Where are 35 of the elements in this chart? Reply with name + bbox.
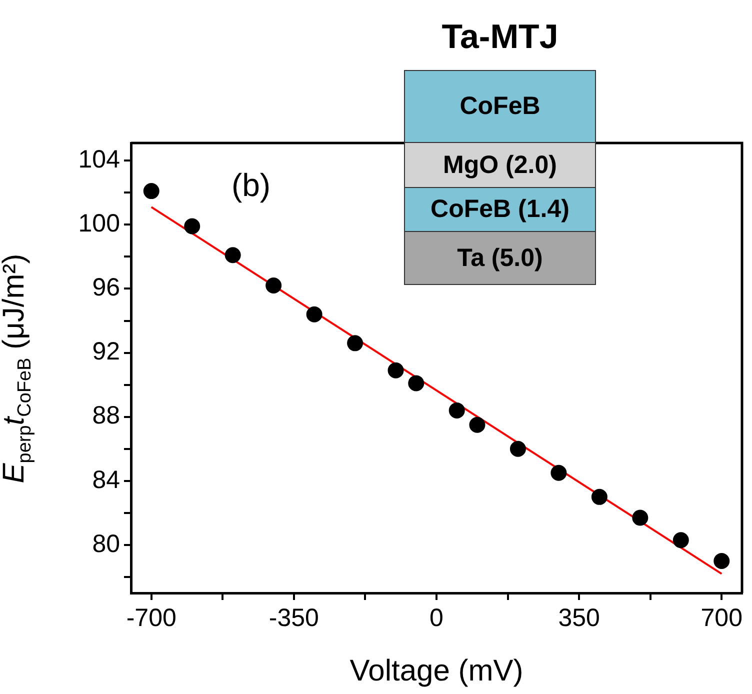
y-tick-label: 84 <box>92 466 120 494</box>
point <box>266 278 282 294</box>
y-tick-label: 100 <box>78 210 120 238</box>
y-tick-label: 104 <box>78 146 120 174</box>
point <box>408 375 424 392</box>
point <box>510 440 526 457</box>
point <box>306 306 322 322</box>
point <box>143 183 160 200</box>
annotation: (b) <box>231 166 271 203</box>
x-tick-label: 350 <box>558 604 600 632</box>
y-tick-label: 92 <box>92 338 120 366</box>
y-tick-label: 88 <box>92 402 120 430</box>
annotation: Ta (5.0) <box>404 231 596 285</box>
point <box>347 335 364 352</box>
x-axis-title: Voltage (mV) <box>350 654 524 688</box>
point <box>632 510 648 526</box>
y-tick-label: 96 <box>92 274 120 302</box>
x-tick-label: -350 <box>268 604 319 632</box>
chart-title: Ta-MTJ <box>440 18 560 57</box>
layer-stack-diagram: CoFeB MgO (2.0) CoFeB (1.4) Ta (5.0) <box>404 71 596 285</box>
point <box>550 464 567 481</box>
point <box>469 416 486 433</box>
point <box>591 488 608 505</box>
x-tick-label: 0 <box>430 604 444 632</box>
x-tick-label: -700 <box>126 604 176 632</box>
annotation: CoFeB (1.4) <box>404 186 596 232</box>
point <box>224 247 241 264</box>
x-tick-label: 700 <box>700 604 742 632</box>
point <box>714 552 730 569</box>
point <box>448 402 465 418</box>
point <box>184 218 200 234</box>
annotation: MgO (2.0) <box>404 142 596 188</box>
point <box>672 532 689 548</box>
y-tick-label: 80 <box>92 530 120 558</box>
point <box>388 362 404 378</box>
